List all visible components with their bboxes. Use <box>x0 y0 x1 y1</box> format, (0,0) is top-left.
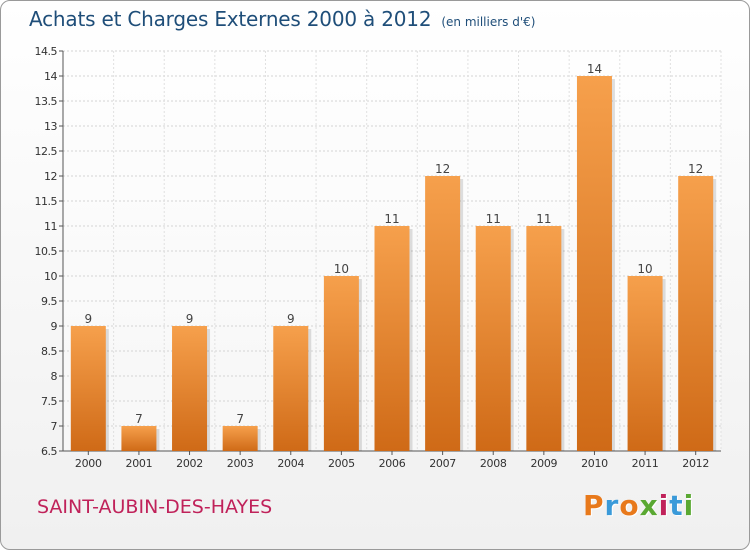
data-label: 11 <box>486 212 501 226</box>
bar <box>374 226 410 451</box>
bar <box>475 226 511 451</box>
y-tick-label: 11.5 <box>35 195 58 208</box>
commune-name: SAINT-AUBIN-DES-HAYES <box>37 496 273 518</box>
data-label: 11 <box>536 212 551 226</box>
bar <box>627 276 663 451</box>
y-tick-label: 8.5 <box>41 345 57 358</box>
brand-letter: P <box>583 489 605 522</box>
x-tick-label: 2009 <box>530 457 557 470</box>
bar <box>323 276 359 451</box>
data-label: 7 <box>135 412 143 426</box>
data-label: 9 <box>287 312 295 326</box>
brand-logo: Proxiti <box>583 489 694 522</box>
brand-letter: i <box>658 489 670 522</box>
bar <box>222 426 258 451</box>
y-tick-label: 13.5 <box>35 95 58 108</box>
data-label: 12 <box>435 162 450 176</box>
bar <box>273 326 309 451</box>
bar <box>526 226 562 451</box>
y-tick-label: 12 <box>44 170 57 183</box>
brand-letter: r <box>604 489 620 522</box>
x-tick-label: 2012 <box>682 457 709 470</box>
y-tick-label: 10.5 <box>35 245 58 258</box>
x-tick-label: 2004 <box>277 457 304 470</box>
data-label: 7 <box>236 412 244 426</box>
y-tick-label: 13 <box>44 120 57 133</box>
x-tick-label: 2007 <box>429 457 456 470</box>
data-label: 9 <box>84 312 92 326</box>
y-tick-label: 11 <box>44 220 57 233</box>
y-tick-label: 7.5 <box>41 395 57 408</box>
brand-letter: o <box>619 489 640 522</box>
bar <box>70 326 106 451</box>
x-tick-label: 2002 <box>176 457 203 470</box>
bar <box>121 426 157 451</box>
y-tick-label: 9 <box>51 320 58 333</box>
bar <box>576 76 612 451</box>
x-tick-label: 2006 <box>379 457 406 470</box>
x-tick-label: 2000 <box>75 457 102 470</box>
chart-title: Achats et Charges Externes 2000 à 2012 <box>29 7 432 31</box>
x-tick-label: 2003 <box>227 457 254 470</box>
bar <box>172 326 208 451</box>
chart-subtitle: (en milliers d'€) <box>441 15 536 29</box>
title-row: Achats et Charges Externes 2000 à 2012 (e… <box>29 7 535 31</box>
brand-letter: x <box>639 489 659 522</box>
y-tick-label: 6.5 <box>41 445 57 458</box>
y-tick-label: 8 <box>51 370 58 383</box>
bar <box>678 176 714 451</box>
data-label: 14 <box>587 62 602 76</box>
label-layer: 9 7 9 7 9 10 11 12 11 11 14 10 12 <box>84 62 703 426</box>
brand-letter: t <box>669 489 684 522</box>
data-label: 10 <box>637 262 652 276</box>
y-tick-label: 12.5 <box>35 145 58 158</box>
brand-letter: i <box>683 489 695 522</box>
y-tick-label: 14.5 <box>35 45 58 58</box>
y-tick-label: 14 <box>44 70 57 83</box>
data-label: 11 <box>384 212 399 226</box>
x-tick-label: 2008 <box>480 457 507 470</box>
data-label: 10 <box>334 262 349 276</box>
data-label: 9 <box>186 312 194 326</box>
bar <box>425 176 461 451</box>
x-tick-label: 2005 <box>328 457 355 470</box>
y-tick-label: 7 <box>51 420 58 433</box>
y-tick-label: 9.5 <box>41 295 57 308</box>
x-tick-label: 2001 <box>126 457 153 470</box>
y-tick-label: 10 <box>44 270 57 283</box>
bar-layer <box>70 76 717 451</box>
x-tick-label: 2010 <box>581 457 608 470</box>
data-label: 12 <box>688 162 703 176</box>
x-tick-label: 2011 <box>632 457 659 470</box>
